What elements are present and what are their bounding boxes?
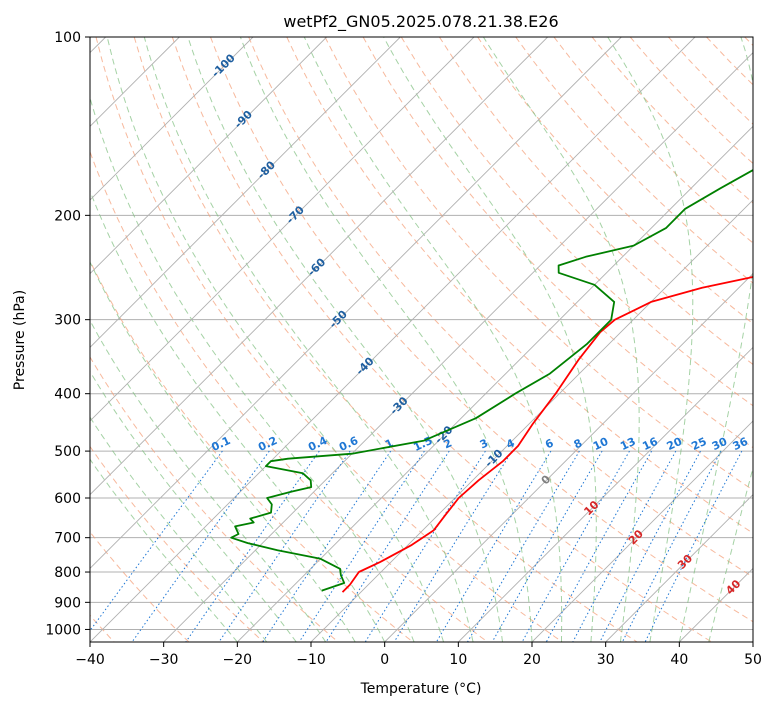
x-tick-label: 20 xyxy=(523,652,541,668)
mixing-ratio-line xyxy=(621,450,722,642)
moist-adiabat xyxy=(708,466,753,642)
mixing-ratio-line xyxy=(262,450,392,642)
dry-adiabat xyxy=(171,37,712,642)
moist-adiabats xyxy=(90,37,753,642)
moist-adiabat xyxy=(678,37,753,642)
mixing-ratio-label: 10 xyxy=(591,435,611,453)
mixing-ratio-line xyxy=(644,450,743,642)
y-tick-label: 300 xyxy=(54,313,81,329)
isotherm xyxy=(90,37,696,642)
mixing-ratio-line xyxy=(218,450,351,642)
dry-adiabat xyxy=(210,37,753,623)
moist-adiabat xyxy=(90,260,356,642)
dry-adiabat xyxy=(133,37,638,642)
dewpoint-line xyxy=(230,169,753,592)
y-tick-label: 100 xyxy=(54,30,81,46)
moist-adiabat xyxy=(303,37,563,642)
x-axis: −40 −30 −20 −10 0 10 20 30 40 50 xyxy=(75,642,762,668)
moist-adiabat xyxy=(187,37,503,642)
moist-adiabat xyxy=(607,37,694,642)
x-tick-label: 50 xyxy=(744,652,762,668)
moist-adiabat xyxy=(90,458,238,642)
y-tick-label: 700 xyxy=(54,531,81,547)
moist-adiabat xyxy=(239,37,533,642)
mixing-ratio-line xyxy=(185,450,320,642)
y-tick-label: 400 xyxy=(54,387,81,403)
x-axis-label: Temperature (°C) xyxy=(360,681,482,697)
x-tick-label: 40 xyxy=(670,652,688,668)
dry-adiabat xyxy=(248,37,753,578)
moist-adiabat xyxy=(90,189,386,642)
y-tick-label: 500 xyxy=(54,444,81,460)
mixing-ratio-label: 30 xyxy=(710,435,730,453)
y-tick-label: 800 xyxy=(54,565,81,581)
moist-adiabat xyxy=(90,370,297,642)
mixing-ratio-line xyxy=(298,450,425,642)
mixing-ratio-line xyxy=(599,450,701,642)
mixing-ratio-label: 20 xyxy=(665,435,685,453)
mixing-ratio-line xyxy=(545,450,653,642)
y-tick-label: 900 xyxy=(54,595,81,611)
x-tick-label: −40 xyxy=(75,652,105,668)
moist-adiabat xyxy=(90,319,327,642)
mixing-ratio-line xyxy=(90,450,223,632)
mixing-ratio-label: 25 xyxy=(689,435,708,453)
isotherm xyxy=(310,199,753,642)
isotherm xyxy=(90,37,254,201)
plot-frame xyxy=(89,36,754,643)
mixing-ratio-line xyxy=(393,450,513,642)
y-tick-label: 1000 xyxy=(45,622,81,638)
dry-adiabats xyxy=(90,37,753,642)
mixing-ratio-label: 16 xyxy=(640,435,660,453)
dry-adiabat xyxy=(90,445,264,642)
x-tick-label: 10 xyxy=(449,652,467,668)
isotherm xyxy=(163,52,753,642)
skewed-isotherms xyxy=(90,37,753,642)
x-tick-label: 0 xyxy=(380,652,389,668)
isotherm xyxy=(90,37,401,348)
moist-adiabat xyxy=(90,416,268,642)
moist-adiabat xyxy=(143,37,474,642)
isotherm xyxy=(384,273,753,642)
isotherm xyxy=(237,125,753,642)
isotherm xyxy=(458,346,753,642)
mixing-ratio-lines xyxy=(90,450,743,642)
mixing-ratio-label: 36 xyxy=(731,435,751,453)
isotherm xyxy=(90,37,475,422)
y-tick-label: 600 xyxy=(54,491,81,507)
sounding-profiles xyxy=(230,169,753,593)
moist-adiabat xyxy=(383,37,597,642)
x-tick-label: 30 xyxy=(597,652,615,668)
dry-adiabat xyxy=(90,356,339,642)
x-tick-label: −10 xyxy=(296,652,326,668)
dry-adiabat xyxy=(477,37,753,325)
plot-area: 0.1 0.2 0.4 0.6 1 1.5 2 3 4 6 8 10 13 16 20 25 30 36-100-… xyxy=(90,37,753,642)
temperature-line xyxy=(341,275,753,593)
x-tick-label: −20 xyxy=(223,652,253,668)
y-axis: 100 200 300 400 500 600 700 800 900 1000 xyxy=(45,30,90,638)
isotherm xyxy=(90,37,327,275)
dry-adiabat xyxy=(95,37,563,642)
isotherm xyxy=(605,494,753,642)
moist-adiabat xyxy=(482,37,640,642)
y-tick-label: 200 xyxy=(54,208,81,224)
dry-adiabat xyxy=(438,37,753,366)
y-axis-label: Pressure (hPa) xyxy=(12,290,28,390)
mixing-ratio-line xyxy=(521,450,630,642)
isotherm xyxy=(90,37,622,569)
chart-title: wetPf2_GN05.2025.078.21.38.E26 xyxy=(283,12,558,32)
mixing-ratio-label: 13 xyxy=(618,435,637,453)
x-tick-label: −30 xyxy=(149,652,179,668)
isotherm xyxy=(90,37,548,496)
mixing-ratio-line xyxy=(572,450,677,642)
moist-adiabat xyxy=(106,37,445,642)
isotherm xyxy=(531,420,753,642)
mixing-ratio-line xyxy=(491,450,603,642)
